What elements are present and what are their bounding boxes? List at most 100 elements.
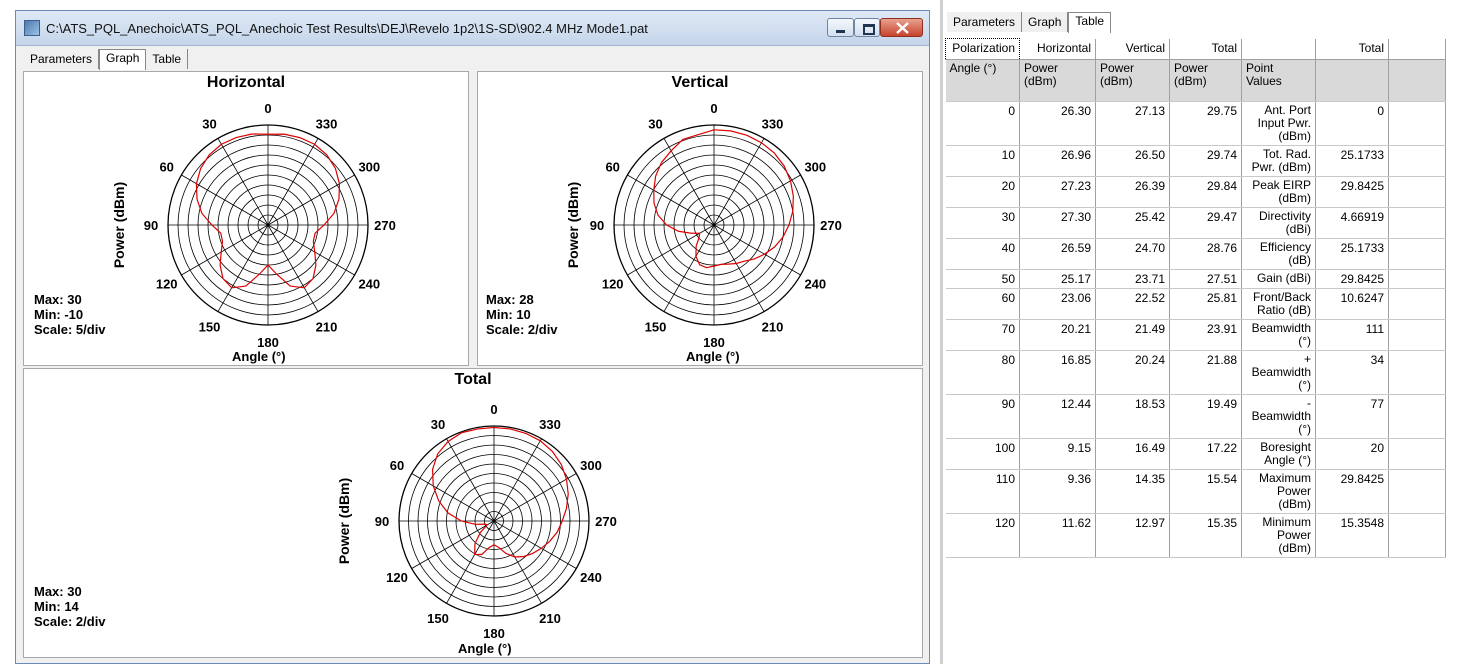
horizontal-power-cell: 27.30	[1019, 207, 1096, 239]
angle-cell: 30	[945, 207, 1020, 239]
table-tabs: Parameters Graph Table	[947, 10, 1112, 33]
empty-cell	[1388, 101, 1446, 146]
empty-cell	[1388, 288, 1446, 320]
column-header[interactable]: Vertical	[1095, 38, 1170, 60]
angle-tick-label: 300	[358, 160, 380, 175]
angle-axis-label: Angle (°)	[232, 349, 286, 364]
table-row[interactable]: 0 26.30 27.13 29.75 Ant. Port Input Pwr. (dB…	[945, 101, 1446, 146]
point-label-cell: Ant. Port Input Pwr. (dBm)	[1241, 101, 1316, 146]
grid-spoke	[267, 224, 319, 312]
tab-table[interactable]: Table	[146, 49, 189, 69]
pattern-window: C:\ATS_PQL_Anechoic\ATS_PQL_Anechoic Tes…	[15, 10, 930, 664]
vertical-power-cell: 22.52	[1095, 288, 1170, 320]
tab-table[interactable]: Table	[1068, 12, 1112, 33]
horizontal-power-cell: 9.15	[1019, 438, 1096, 470]
angle-cell: 40	[945, 238, 1020, 270]
tab-graph[interactable]: Graph	[99, 49, 147, 70]
column-subheader: Point Values	[1241, 59, 1316, 102]
column-header[interactable]: Polarization	[945, 38, 1020, 60]
stat-min: Min: 10	[486, 307, 531, 322]
grid-spoke	[181, 224, 269, 276]
total-polar-plot: 0 30 60 90 120 150 180 210 240 270 300 330 Power (dB…	[336, 402, 617, 641]
vertical-polar-plot: 0 30 60 90 120 150 180 210 240 270 300 330 Power (dB…	[565, 101, 842, 350]
stat-scale: Scale: 5/div	[34, 322, 106, 337]
tab-graph[interactable]: Graph	[1022, 12, 1069, 32]
results-table: Polarization Horizontal Vertical Total Total…	[945, 38, 1446, 558]
empty-cell	[1388, 319, 1446, 351]
vertical-power-cell: 21.49	[1095, 319, 1170, 351]
empty-cell	[1388, 145, 1446, 177]
table-row[interactable]: 10 26.96 26.50 29.74 Tot. Rad. Pwr. (dBm) 25.…	[945, 145, 1446, 177]
horizontal-power-cell: 20.21	[1019, 319, 1096, 351]
grid-spoke	[493, 520, 542, 604]
tab-parameters[interactable]: Parameters	[24, 49, 100, 69]
point-label-cell: Directivity (dBi)	[1241, 207, 1316, 239]
empty-cell	[1388, 38, 1446, 60]
horizontal-power-cell: 12.44	[1019, 394, 1096, 439]
polar-grid	[613, 124, 815, 326]
table-row[interactable]: 60 23.06 22.52 25.81 Front/Back Ratio (dB) 10…	[945, 288, 1446, 320]
pattern-trace	[195, 133, 341, 289]
total-power-cell: 25.81	[1169, 288, 1242, 320]
horizontal-power-cell: 11.62	[1019, 513, 1096, 558]
column-header[interactable]: Total	[1169, 38, 1242, 60]
vertical-power-cell: 20.24	[1095, 350, 1170, 395]
vertical-power-cell: 25.42	[1095, 207, 1170, 239]
close-button[interactable]	[880, 18, 923, 37]
table-row[interactable]: 20 27.23 26.39 29.84 Peak EIRP (dBm) 29.8425	[945, 176, 1446, 208]
stat-min: Min: -10	[34, 307, 84, 322]
column-subheader: Power (dBm)	[1019, 59, 1096, 102]
table-row[interactable]: 40 26.59 24.70 28.76 Efficiency (dB) 25.1733	[945, 238, 1446, 270]
maximize-button[interactable]	[854, 18, 880, 37]
empty-cell	[1388, 350, 1446, 395]
title-bar[interactable]: C:\ATS_PQL_Anechoic\ATS_PQL_Anechoic Tes…	[16, 11, 929, 46]
table-row[interactable]: 70 20.21 21.49 23.91 Beamwidth (°) 111	[945, 319, 1446, 351]
angle-tick-label: 240	[358, 277, 380, 292]
point-label-cell: + Beamwidth (°)	[1241, 350, 1316, 395]
table-row[interactable]: 110 9.36 14.35 15.54 Maximum Power (dBm) 29.8…	[945, 469, 1446, 514]
angle-tick-label: 150	[427, 611, 449, 626]
table-row[interactable]: 30 27.30 25.42 29.47 Directivity (dBi) 4.6691…	[945, 207, 1446, 239]
results-table-container[interactable]: Polarization Horizontal Vertical Total Total…	[945, 38, 1465, 664]
angle-cell: 70	[945, 319, 1020, 351]
angle-tick-label: 270	[820, 218, 842, 233]
polar-grid	[167, 124, 369, 326]
column-header[interactable]: Horizontal	[1019, 38, 1096, 60]
vertical-power-cell: 26.39	[1095, 176, 1170, 208]
plot-stats: Max: 28 Min: 10 Scale: 2/div	[486, 292, 558, 337]
point-label-cell: Peak EIRP (dBm)	[1241, 176, 1316, 208]
point-label-cell: Tot. Rad. Pwr. (dBm)	[1241, 145, 1316, 177]
grid-spoke	[217, 224, 269, 312]
grid-spoke	[411, 520, 495, 569]
table-row[interactable]: 100 9.15 16.49 17.22 Boresight Angle (°) 20	[945, 438, 1446, 470]
angle-tick-label: 180	[257, 335, 279, 350]
horizontal-plot-panel: Horizontal 0 30 60 90 120 150 180 210 240 270 300 3…	[23, 71, 469, 366]
angle-cell: 20	[945, 176, 1020, 208]
stat-max: Max: 30	[34, 292, 82, 307]
power-axis-label: Power (dBm)	[111, 182, 127, 268]
angle-tick-label: 60	[390, 458, 404, 473]
plot-title: Total	[454, 371, 492, 388]
minimize-button[interactable]	[827, 18, 854, 37]
empty-cell	[1388, 238, 1446, 270]
table-row[interactable]: 120 11.62 12.97 15.35 Minimum Power (dBm) 15.…	[945, 513, 1446, 558]
tab-parameters[interactable]: Parameters	[947, 12, 1023, 32]
point-value-cell: 25.1733	[1315, 238, 1389, 270]
horizontal-power-cell: 26.30	[1019, 101, 1096, 146]
angle-tick-label: 90	[590, 218, 604, 233]
column-header[interactable]	[1241, 38, 1316, 60]
column-subheader: Power (dBm)	[1169, 59, 1242, 102]
total-power-cell: 27.51	[1169, 269, 1242, 289]
window-title: C:\ATS_PQL_Anechoic\ATS_PQL_Anechoic Tes…	[46, 21, 648, 36]
point-label-cell: Beamwidth (°)	[1241, 319, 1316, 351]
column-header[interactable]: Total	[1315, 38, 1389, 60]
stat-min: Min: 14	[34, 599, 79, 614]
table-row[interactable]: 50 25.17 23.71 27.51 Gain (dBi) 29.8425	[945, 269, 1446, 289]
table-row[interactable]: 90 12.44 18.53 19.49- Beamwidth (°) 77	[945, 394, 1446, 439]
angle-cell: 60	[945, 288, 1020, 320]
table-row[interactable]: 80 16.85 20.24 21.88 + Beamwidth (°) 34	[945, 350, 1446, 395]
angle-tick-label: 300	[804, 160, 826, 175]
horizontal-power-cell: 23.06	[1019, 288, 1096, 320]
vertical-power-cell: 27.13	[1095, 101, 1170, 146]
empty-cell	[1388, 438, 1446, 470]
